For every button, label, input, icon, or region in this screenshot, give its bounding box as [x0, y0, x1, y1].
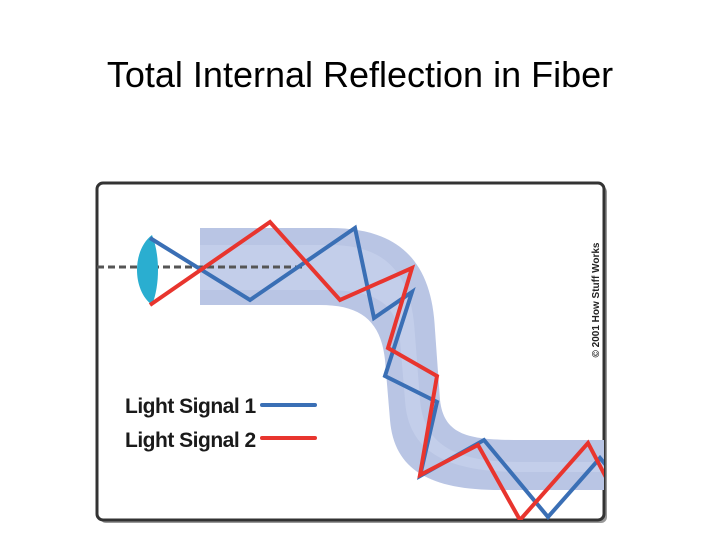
- slide-title: Total Internal Reflection in Fiber: [107, 54, 613, 95]
- legend-label: Light Signal 1: [125, 395, 256, 418]
- diagram-art: [97, 219, 604, 520]
- credit: © 2001 How Stuff Works: [591, 242, 602, 357]
- lens: [137, 235, 158, 305]
- signal-1-path: [148, 224, 604, 520]
- signal-2-path: [148, 219, 604, 520]
- legend-label: Light Signal 2: [125, 429, 256, 452]
